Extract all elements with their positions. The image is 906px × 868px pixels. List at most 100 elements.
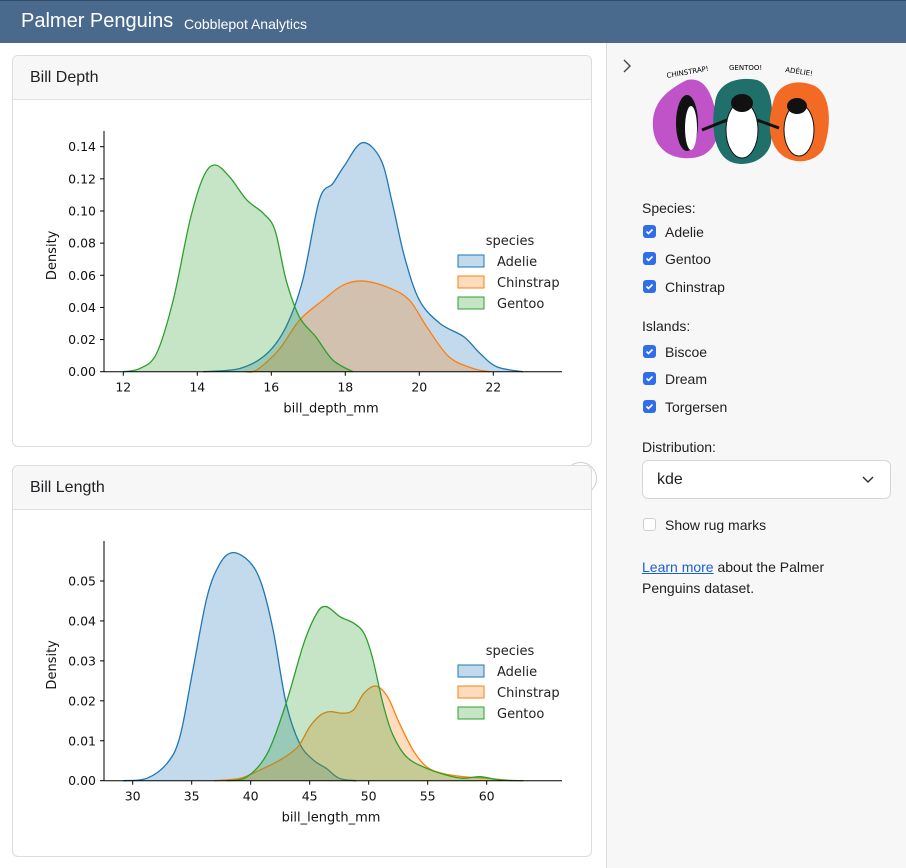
islands-label: Dream <box>665 371 708 387</box>
x-tick-label: 35 <box>184 789 200 804</box>
check-icon <box>645 228 654 235</box>
species-checkbox-adelie[interactable] <box>643 225 656 238</box>
y-tick-label: 0.00 <box>68 364 96 379</box>
density-line-gentoo <box>123 164 354 373</box>
islands-checkbox-torgersen[interactable] <box>643 400 656 413</box>
species-label: Chinstrap <box>665 279 725 295</box>
legend-label: Adelie <box>497 665 537 680</box>
legend-label: Chinstrap <box>497 686 560 701</box>
legend-swatch <box>457 685 485 699</box>
y-tick-label: 0.03 <box>68 653 96 668</box>
rug-marks-checkbox[interactable] <box>643 518 656 531</box>
y-tick-label: 0.04 <box>68 613 96 628</box>
svg-text:ADÉLIE!: ADÉLIE! <box>785 65 814 78</box>
check-icon <box>645 283 654 290</box>
islands-checkbox-biscoe[interactable] <box>643 345 656 358</box>
legend-label: Gentoo <box>497 297 544 312</box>
learn-more-text: Learn more about the Palmer Penguins dat… <box>642 557 824 599</box>
x-tick-label: 60 <box>479 789 495 804</box>
distribution-value: kde <box>657 471 683 488</box>
y-tick-label: 0.14 <box>68 139 96 154</box>
bill-length-chart: Adelie Chinstrap Gentoo species 0.00 0.01 0.02… <box>45 541 562 826</box>
app-subtitle: Cobblepot Analytics <box>184 16 307 32</box>
y-tick-label: 0.02 <box>68 693 96 708</box>
y-axis-label: Density <box>45 230 60 280</box>
x-tick-label: 40 <box>243 789 259 804</box>
x-tick-label: 55 <box>420 789 436 804</box>
chevron-down-icon <box>862 476 874 484</box>
legend-swatch <box>457 296 485 310</box>
density-area-adelie <box>123 552 357 781</box>
density-area-chinstrap <box>214 685 513 781</box>
learn-more-link[interactable]: Learn more <box>642 559 714 575</box>
legend-label: Gentoo <box>497 707 544 722</box>
y-tick-label: 0.01 <box>68 733 96 748</box>
y-tick-label: 0.05 <box>68 574 96 589</box>
legend-label: Adelie <box>497 255 537 270</box>
x-tick-label: 18 <box>337 380 353 395</box>
x-tick-label: 16 <box>263 380 279 395</box>
legend-title: species <box>486 644 535 659</box>
x-axis-label: bill_length_mm <box>282 811 381 826</box>
x-tick-label: 45 <box>302 789 318 804</box>
x-axis-label: bill_depth_mm <box>283 402 378 417</box>
sidebar: CHINSTRAP! GENTOO! ADÉLIE! Species: Adel… <box>606 43 906 868</box>
svg-text:CHINSTRAP!: CHINSTRAP! <box>666 65 709 80</box>
species-label: Species: <box>642 200 696 216</box>
density-line-adelie <box>123 551 357 782</box>
x-tick-label: 50 <box>361 789 377 804</box>
learn-text: about the Palmer <box>713 559 825 575</box>
legend-swatch <box>457 664 485 678</box>
y-tick-label: 0.10 <box>68 203 96 218</box>
bill-depth-card: Bill Depth Adelie Chinstrap Gentoo species 0… <box>12 55 597 495</box>
y-tick-label: 0.00 <box>68 773 96 788</box>
legend-title: species <box>486 234 535 249</box>
species-checkbox-chinstrap[interactable] <box>643 280 656 293</box>
app-title: Palmer Penguins <box>21 10 174 32</box>
penguins-logo: CHINSTRAP! GENTOO! ADÉLIE! <box>652 64 829 164</box>
chevron-right-icon[interactable] <box>621 58 633 74</box>
islands-label: Biscoe <box>665 344 708 360</box>
species-label: Gentoo <box>665 251 711 267</box>
species-label: Adelie <box>665 224 704 240</box>
islands-label: Torgersen <box>665 399 728 415</box>
y-tick-label: 0.08 <box>68 236 96 251</box>
bill-length-card: Bill Length Adelie Chinstrap Gentoo species… <box>12 465 592 857</box>
x-tick-label: 12 <box>115 380 131 395</box>
check-icon <box>645 255 654 262</box>
density-line-chinstrap <box>245 280 490 373</box>
density-area-gentoo <box>227 606 524 781</box>
species-checkbox-gentoo[interactable] <box>643 252 656 265</box>
legend-swatch <box>457 275 485 289</box>
app-header: Palmer Penguins Cobblepot Analytics <box>0 0 906 43</box>
y-tick-label: 0.02 <box>68 332 96 347</box>
legend-swatch <box>457 706 485 720</box>
x-tick-label: 20 <box>411 380 427 395</box>
distribution-label: Distribution: <box>642 439 716 455</box>
density-area-gentoo <box>123 165 353 372</box>
density-area-adelie <box>203 142 523 372</box>
card-title: Bill Length <box>13 466 591 510</box>
card-title: Bill Depth <box>13 56 591 100</box>
check-icon <box>645 403 654 410</box>
y-tick-label: 0.12 <box>68 171 96 186</box>
check-icon <box>645 348 654 355</box>
density-area-chinstrap <box>245 280 490 373</box>
svg-text:GENTOO!: GENTOO! <box>729 64 762 72</box>
y-tick-label: 0.04 <box>68 300 96 315</box>
legend-label: Chinstrap <box>497 276 560 291</box>
x-tick-label: 22 <box>485 380 501 395</box>
distribution-select[interactable]: kde <box>642 460 891 499</box>
x-tick-label: 30 <box>125 789 141 804</box>
y-axis-label: Density <box>45 640 60 690</box>
legend-swatch <box>457 254 485 268</box>
y-tick-label: 0.06 <box>68 268 96 283</box>
islands-checkbox-dream[interactable] <box>643 372 656 385</box>
density-line-gentoo <box>226 605 524 782</box>
islands-label: Islands: <box>642 318 691 334</box>
rug-marks-label: Show rug marks <box>665 517 767 533</box>
learn-text: Penguins dataset. <box>642 580 755 596</box>
x-tick-label: 14 <box>189 380 205 395</box>
density-line-adelie <box>203 142 524 373</box>
bill-depth-chart: Adelie Chinstrap Gentoo species 0.00 0.02 0.04… <box>45 131 562 417</box>
